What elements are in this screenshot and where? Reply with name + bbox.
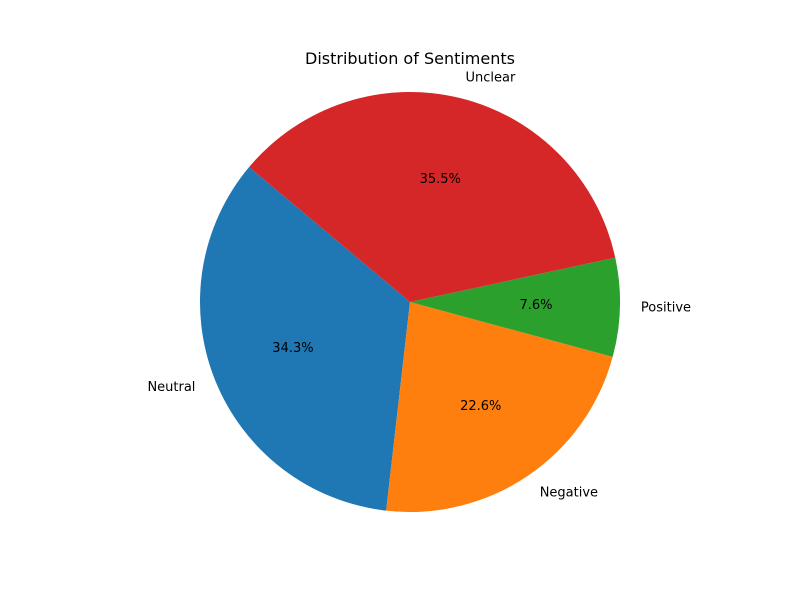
slice-label-positive: Positive xyxy=(641,300,691,315)
pie-slice-negative xyxy=(386,302,613,513)
slice-label-unclear: Unclear xyxy=(465,70,515,85)
slice-label-neutral: Neutral xyxy=(147,380,195,395)
pie-slice-neutral xyxy=(199,167,410,511)
slice-percent-negative: 22.6% xyxy=(460,399,501,414)
slice-percent-unclear: 35.5% xyxy=(420,172,461,187)
pie-slice-unclear xyxy=(249,91,616,302)
pie-slices xyxy=(199,91,620,513)
slice-label-negative: Negative xyxy=(540,486,598,501)
slice-percent-neutral: 34.3% xyxy=(272,341,313,356)
pie-labels: Neutral 34.3% Negative 22.6% Positive 7.6% Unc… xyxy=(147,70,691,500)
chart-title: Distribution of Sentiments xyxy=(305,49,515,68)
pie-slice-positive xyxy=(410,257,620,357)
slice-percent-positive: 7.6% xyxy=(519,298,552,313)
